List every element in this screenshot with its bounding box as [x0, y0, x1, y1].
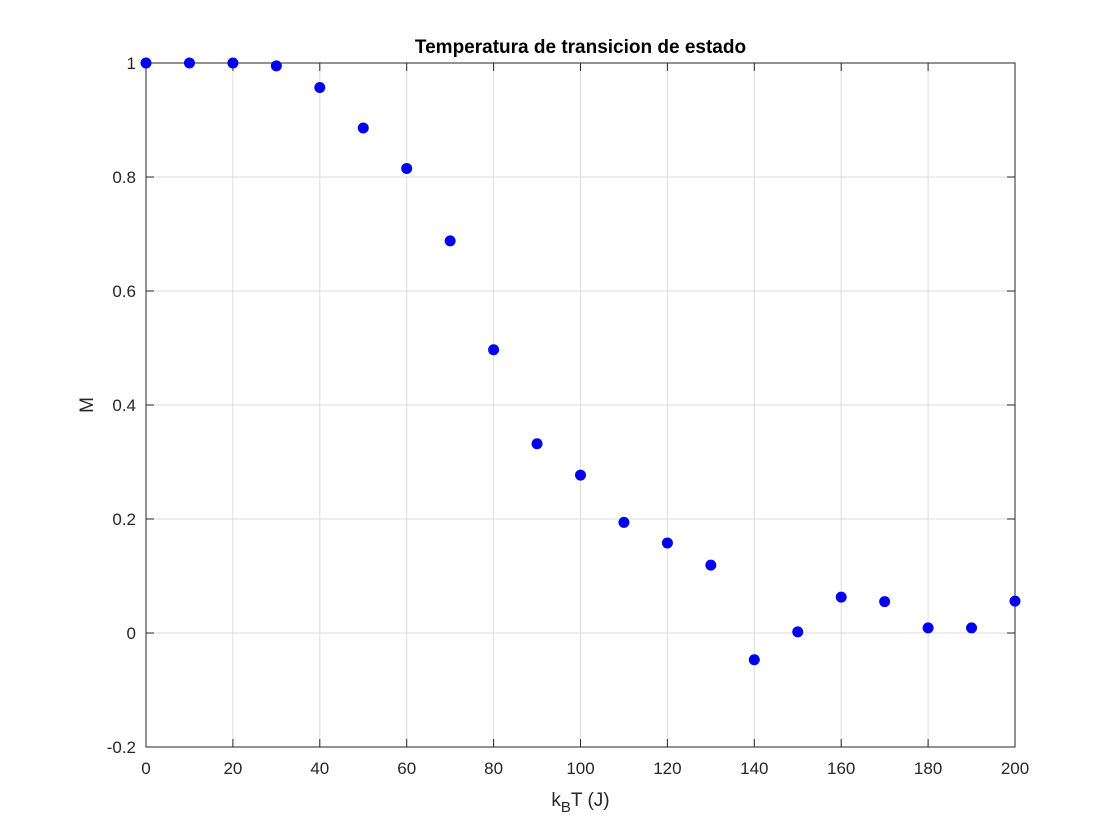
x-axis-label-main: k [551, 790, 561, 811]
plot-frame [145, 62, 1016, 748]
y-tick-label: 0.4 [112, 396, 136, 415]
data-point [618, 516, 630, 528]
data-point [270, 60, 282, 72]
data-point [314, 82, 326, 94]
chart-title: Temperatura de transicion de estado [415, 37, 746, 58]
data-point [531, 438, 543, 450]
data-point [792, 626, 804, 638]
data-point [705, 559, 717, 571]
y-axis-label: M [77, 397, 98, 413]
y-tick-labels: -0.2 0 0.2 0.4 0.6 0.8 1 [107, 54, 136, 757]
x-axis-label-rest: T (J) [571, 790, 610, 811]
data-point [444, 235, 456, 247]
x-tick-label: 80 [484, 759, 503, 778]
y-tick-label: 1 [127, 54, 136, 73]
x-tick-label: 40 [310, 759, 329, 778]
data-points [140, 57, 1021, 666]
y-tick-label: -0.2 [107, 738, 136, 757]
x-tick-label: 140 [740, 759, 768, 778]
x-tick-label: 200 [1001, 759, 1029, 778]
data-point [575, 469, 586, 481]
data-point [835, 591, 847, 603]
y-tick-label: 0.2 [112, 510, 136, 529]
x-tick-label: 160 [827, 759, 855, 778]
data-point [879, 596, 891, 608]
data-point [227, 57, 239, 69]
x-tick-label: 20 [223, 759, 242, 778]
x-tick-label: 0 [141, 759, 150, 778]
x-axis-label-subscript: B [561, 799, 571, 816]
x-tick-label: 180 [914, 759, 942, 778]
data-point [183, 57, 195, 69]
data-point [748, 654, 760, 666]
x-tick-labels: 0 20 40 60 80 100 120 140 160 180 200 [141, 759, 1029, 778]
data-point [488, 344, 500, 356]
x-tick-label: 60 [397, 759, 416, 778]
y-tick-label: 0.8 [112, 168, 136, 187]
x-tick-label: 100 [566, 759, 594, 778]
data-point [401, 162, 413, 174]
x-tick-label: 120 [653, 759, 681, 778]
data-point [661, 537, 673, 549]
data-point [922, 622, 934, 634]
data-point [140, 57, 152, 69]
data-point [357, 122, 369, 134]
data-point [1009, 595, 1021, 607]
y-tick-label: 0.6 [112, 282, 136, 301]
y-tick-label: 0 [127, 624, 136, 643]
x-axis-label: kBT (J) [551, 790, 609, 816]
data-point [966, 622, 978, 634]
